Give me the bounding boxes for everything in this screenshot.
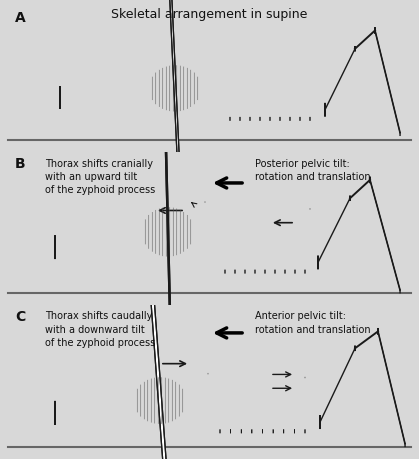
Ellipse shape	[117, 0, 219, 459]
Text: Posterior pelvic tilt:
rotation and translation: Posterior pelvic tilt: rotation and tran…	[255, 158, 371, 182]
Ellipse shape	[123, 0, 227, 459]
Text: Thorax shifts cranially
with an upward tilt
of the zyphoid process: Thorax shifts cranially with an upward t…	[45, 158, 155, 195]
Text: Skeletal arrangement in supine: Skeletal arrangement in supine	[111, 8, 307, 21]
Text: A: A	[15, 11, 26, 25]
Text: B: B	[15, 157, 26, 171]
Text: Anterior pelvic tilt:
rotation and translation: Anterior pelvic tilt: rotation and trans…	[255, 311, 371, 335]
Text: Thorax shifts caudally
with a downward tilt
of the zyphoid process: Thorax shifts caudally with a downward t…	[45, 311, 155, 348]
Text: C: C	[15, 310, 25, 324]
Ellipse shape	[108, 0, 212, 459]
